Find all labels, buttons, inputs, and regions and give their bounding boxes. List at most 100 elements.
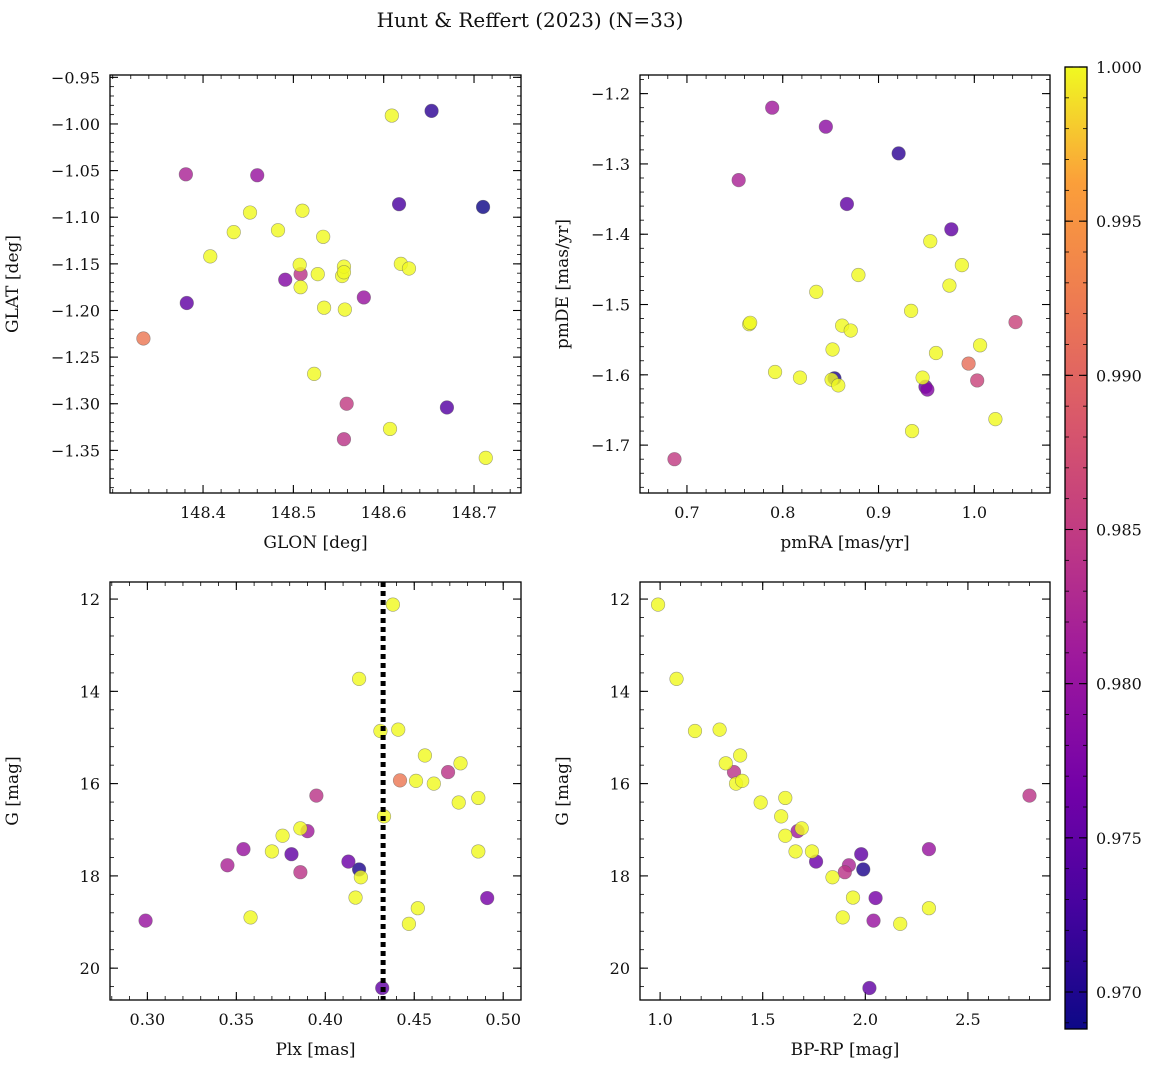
data-point [309, 788, 324, 803]
data-point [453, 756, 468, 771]
data-point [856, 862, 871, 877]
colorbar-tick-label: 0.990 [1096, 366, 1142, 385]
data-point [767, 364, 783, 380]
data-point [804, 844, 820, 859]
data-point [735, 773, 750, 788]
x-tick-label: 0.8 [770, 503, 795, 522]
data-point [915, 370, 930, 385]
y-axis-label: G [mag] [3, 756, 23, 825]
axes-frame [639, 74, 1051, 494]
y-tick-label: −0.95 [51, 68, 100, 87]
data-point [667, 452, 682, 467]
data-point [480, 890, 495, 906]
y-tick-label: 18 [610, 867, 630, 886]
y-tick-label: −1.6 [591, 366, 630, 385]
panel-pmra-pmde: 0.7 0.8 0.9 1.0 −1.2 −1.3 −1.4 −1.5 −1.6 −1.7 pmRA… [553, 74, 1051, 553]
data-point [921, 842, 937, 857]
data-point [138, 913, 153, 928]
data-point [743, 315, 758, 330]
data-point [866, 913, 881, 928]
data-point [825, 342, 840, 357]
data-point [1022, 788, 1037, 803]
data-point [718, 756, 733, 771]
data-point [788, 844, 803, 859]
data-point [669, 671, 684, 686]
data-point [831, 378, 846, 393]
y-tick-label: −1.3 [591, 155, 630, 174]
data-point [220, 858, 235, 873]
data-point [337, 302, 352, 317]
data-point [920, 382, 935, 397]
x-tick-label: 148.4 [180, 503, 226, 522]
axes-frame [109, 581, 522, 1001]
data-point [471, 790, 486, 806]
x-axis-label: Plx [mas] [275, 1040, 355, 1060]
data-point [471, 844, 486, 859]
y-tick-label: −1.30 [51, 395, 100, 414]
data-point [250, 168, 265, 183]
data-point [972, 338, 988, 353]
data-point [136, 331, 151, 346]
data-point [928, 345, 944, 361]
data-point [424, 103, 439, 119]
x-tick-label: 2.5 [955, 1010, 980, 1029]
data-point [391, 722, 406, 737]
x-tick-label: 0.45 [396, 1010, 432, 1029]
x-tick-label: 0.50 [485, 1010, 521, 1029]
y-tick-label: 12 [80, 590, 100, 609]
data-point [765, 100, 780, 115]
data-point [284, 847, 299, 862]
colorbar-tick-label: 0.975 [1096, 829, 1142, 848]
data-point [392, 773, 408, 788]
x-tick-label: 0.9 [866, 503, 891, 522]
data-point [316, 229, 331, 244]
y-tick-label: 14 [610, 682, 630, 701]
y-tick-label: −1.2 [591, 85, 630, 104]
data-point [382, 421, 398, 437]
data-point [825, 870, 840, 885]
data-point [336, 432, 352, 447]
data-point [988, 412, 1003, 427]
data-point [293, 821, 308, 836]
y-tick-label: −1.00 [51, 115, 100, 134]
data-point [961, 356, 976, 371]
data-point [854, 847, 869, 862]
data-point [809, 284, 824, 299]
data-point [179, 295, 194, 311]
data-point [891, 146, 906, 161]
data-point [954, 258, 969, 273]
data-point [835, 910, 850, 925]
x-tick-label: 1.0 [647, 1010, 672, 1029]
data-point [439, 400, 455, 415]
data-point [837, 865, 852, 880]
data-point [904, 423, 920, 439]
axes-frame [639, 581, 1051, 1001]
data-point [264, 844, 280, 859]
data-point [794, 821, 809, 836]
y-tick-label: −1.20 [51, 301, 100, 320]
data-point [851, 267, 866, 283]
y-tick-label: −1.10 [51, 208, 100, 227]
axes-frame [109, 74, 522, 494]
data-point [410, 901, 425, 916]
data-point [868, 890, 883, 906]
data-point [293, 865, 308, 880]
data-point [339, 396, 354, 411]
data-point [733, 748, 748, 763]
y-tick-label: 12 [610, 590, 630, 609]
colorbar-gradient [1065, 67, 1087, 1029]
data-point [970, 373, 985, 388]
data-point [731, 172, 746, 188]
data-point [478, 450, 493, 465]
x-tick-label: 148.6 [361, 503, 407, 522]
data-point [440, 764, 456, 780]
x-tick-label: 0.7 [674, 503, 699, 522]
y-tick-label: 16 [610, 775, 630, 794]
data-point [348, 890, 363, 905]
colorbar-tick-label: 0.980 [1096, 675, 1142, 694]
data-point [753, 795, 768, 810]
colorbar-tick-label: 0.985 [1096, 521, 1142, 540]
y-tick-label: −1.15 [51, 255, 100, 274]
y-tick-label: −1.5 [591, 296, 630, 315]
data-point [341, 854, 356, 869]
